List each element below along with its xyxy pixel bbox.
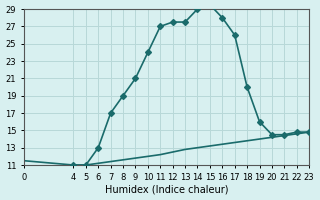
X-axis label: Humidex (Indice chaleur): Humidex (Indice chaleur) xyxy=(105,184,228,194)
